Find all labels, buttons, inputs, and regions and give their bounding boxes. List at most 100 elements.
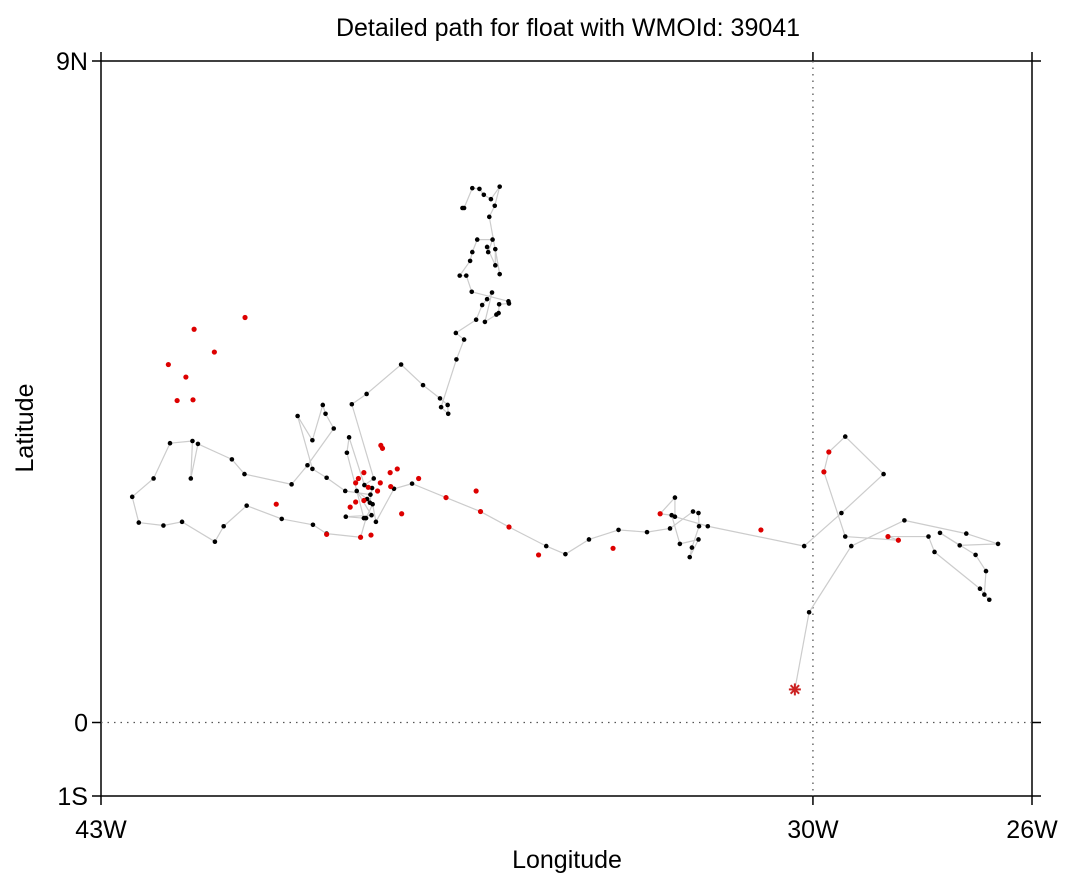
- profile-point: [496, 301, 502, 307]
- track-segment: [939, 532, 976, 556]
- track-segment: [311, 404, 324, 441]
- track-segment: [138, 521, 164, 527]
- profile-point: [689, 545, 695, 550]
- track-segment: [351, 404, 375, 479]
- highlight-point: [242, 314, 248, 321]
- highlight-point: [506, 524, 512, 530]
- highlight-point: [399, 511, 405, 517]
- track-segment: [480, 511, 510, 528]
- profile-point: [470, 185, 475, 191]
- highlight-point: [191, 326, 197, 332]
- track-segment: [588, 529, 619, 541]
- profile-point: [195, 441, 201, 447]
- profile-point: [398, 362, 404, 367]
- profile-point: [244, 503, 249, 508]
- track-segment: [546, 545, 566, 555]
- track-segment: [348, 437, 365, 486]
- track-segment: [823, 451, 830, 473]
- highlight-point: [379, 445, 386, 451]
- highlight-point: [377, 480, 383, 486]
- profile-point: [320, 402, 326, 408]
- profile-point: [349, 401, 355, 407]
- y-tick-label: 1S: [57, 783, 88, 811]
- profile-point: [672, 495, 678, 500]
- profile-point: [696, 510, 701, 516]
- highlight-point: [758, 527, 764, 533]
- profile-point: [373, 519, 379, 525]
- highlight-point: [610, 545, 616, 551]
- profile-point: [420, 382, 426, 388]
- profile-point: [305, 462, 310, 468]
- profile-point: [982, 592, 987, 597]
- profile-point: [364, 391, 369, 397]
- highlight-point: [165, 361, 171, 368]
- x-tick-label: 43W: [75, 816, 127, 844]
- track-segment: [459, 260, 471, 276]
- highlight-point: [821, 469, 827, 475]
- highlight-point: [347, 504, 353, 510]
- track-segment: [372, 504, 377, 522]
- profile-point: [409, 481, 415, 486]
- profile-point: [493, 246, 498, 252]
- track-segment: [959, 543, 999, 546]
- profile-point: [367, 500, 373, 506]
- highlight-point: [416, 475, 422, 482]
- profile-point: [331, 426, 337, 431]
- profile-point: [842, 434, 848, 439]
- profile-point: [563, 551, 568, 557]
- track-segment: [153, 442, 171, 479]
- profile-point: [179, 519, 185, 525]
- profile-point: [474, 237, 480, 242]
- track-segment: [475, 304, 483, 320]
- track-segment: [983, 571, 987, 595]
- track-segment: [646, 527, 671, 533]
- track-segment: [244, 473, 292, 485]
- track-segment: [190, 440, 194, 479]
- track-segment: [131, 478, 154, 498]
- highlight-point: [443, 494, 449, 501]
- y-axis-label: Latitude: [11, 384, 39, 473]
- profile-point: [983, 568, 989, 574]
- profile-point: [346, 435, 352, 440]
- track-segment: [808, 545, 852, 613]
- profile-point: [995, 541, 1001, 547]
- profile-point: [489, 290, 495, 295]
- profile-point: [644, 529, 650, 535]
- profile-point: [279, 516, 285, 522]
- profile-point: [667, 526, 673, 531]
- profile-point: [687, 554, 693, 560]
- float-track: [131, 186, 999, 690]
- track-segment: [674, 516, 708, 527]
- track-segment: [659, 497, 676, 515]
- profile-point: [477, 186, 482, 192]
- profile-point: [690, 509, 696, 514]
- highlight-point: [361, 470, 367, 476]
- track-segment: [360, 518, 367, 538]
- profile-point: [354, 488, 360, 494]
- track-segment: [346, 437, 350, 453]
- profile-point: [454, 357, 459, 362]
- highlight-point: [657, 511, 663, 517]
- profile-point: [481, 192, 487, 198]
- profile-point: [289, 482, 294, 487]
- track-segment: [326, 477, 346, 492]
- track-segment: [445, 497, 481, 513]
- track-segment: [400, 364, 424, 386]
- profile-point: [479, 302, 485, 308]
- profile-point: [369, 485, 375, 491]
- track-segment: [312, 468, 327, 479]
- profile-point: [457, 273, 463, 278]
- y-tick-label: 0: [74, 710, 88, 738]
- profile-point: [467, 258, 473, 264]
- track-segment: [508, 526, 547, 547]
- profile-point: [212, 539, 218, 544]
- track-segment: [440, 359, 457, 408]
- profile-point: [669, 512, 674, 518]
- track-segment: [223, 505, 248, 527]
- profile-point: [368, 492, 373, 497]
- track-segment: [351, 393, 367, 405]
- reference-lines: [101, 61, 1032, 796]
- track-segment: [471, 291, 509, 302]
- profile-point: [295, 413, 300, 419]
- track-segment: [393, 483, 413, 490]
